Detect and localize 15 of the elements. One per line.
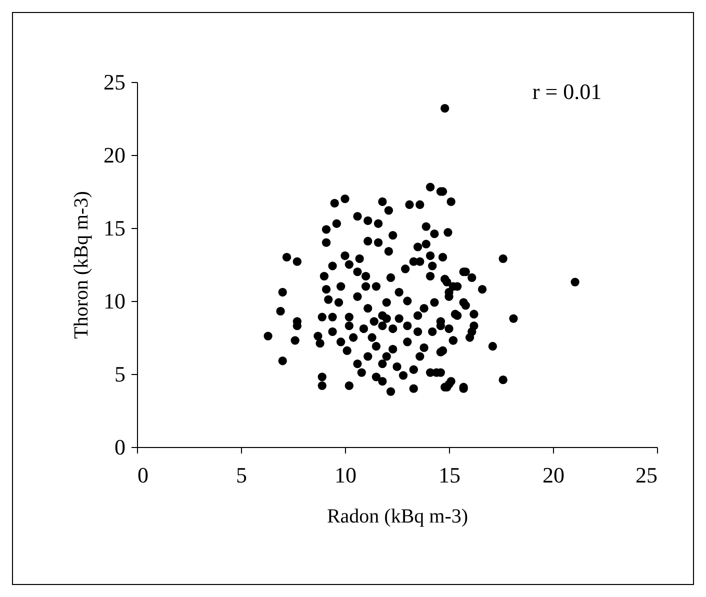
y-tick-label: 10 bbox=[104, 288, 126, 314]
y-tick-label: 20 bbox=[104, 142, 126, 168]
y-tick-label: 0 bbox=[114, 434, 126, 460]
x-tick-label: 20 bbox=[542, 462, 564, 488]
y-axis-title: Thoron (kBq m-3) bbox=[70, 191, 92, 339]
y-tick-label: 5 bbox=[114, 362, 126, 386]
y-tick-label: 15 bbox=[104, 216, 126, 240]
x-tick-label: 10 bbox=[334, 462, 356, 488]
y-tick-label: 25 bbox=[104, 70, 126, 94]
x-tick-label: 0 bbox=[138, 462, 148, 488]
x-axis-title: Radon (kBq m-3) bbox=[326, 506, 468, 528]
x-tick-label: 5 bbox=[236, 462, 247, 488]
x-tick-label: 15 bbox=[438, 462, 460, 488]
annotation: r = 0.01 bbox=[532, 79, 602, 104]
x-tick-label: 25 bbox=[636, 462, 658, 488]
